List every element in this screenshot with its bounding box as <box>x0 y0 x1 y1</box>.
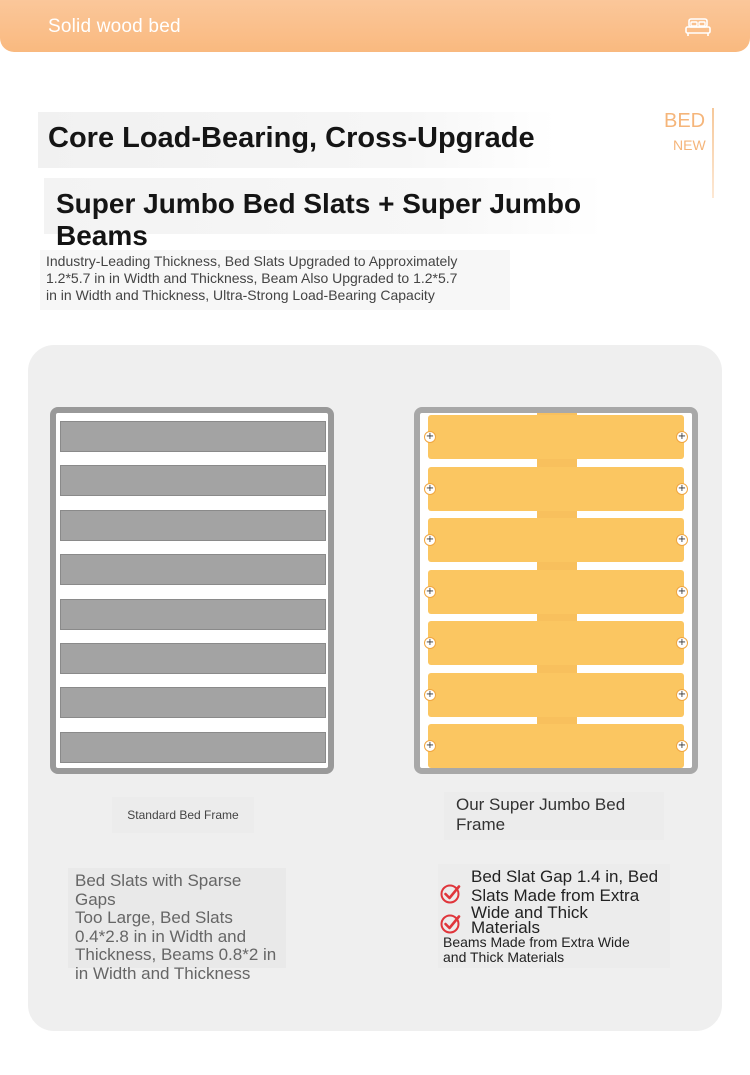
bolt-icon: + <box>676 431 688 443</box>
super-jumbo-bed-slat <box>428 569 684 614</box>
standard-desc-line-4: Thickness, Beams 0.8*2 in <box>75 945 277 964</box>
bolt-icon: + <box>676 534 688 546</box>
badge-divider <box>712 108 714 198</box>
headline-line-2: Super Jumbo Bed Slats + Super Jumbo Beam… <box>44 178 604 251</box>
super-jumbo-bed-frame-illustration: + + + + + + + + + + + + + + <box>414 407 698 774</box>
standard-desc-line-3: 0.4*2.8 in in Width and <box>75 926 247 946</box>
description: Industry-Leading Thickness, Bed Slats Up… <box>40 250 510 310</box>
super-jumbo-caption-line-2: Frame <box>456 815 506 834</box>
point-2-line-a: Wide and Thick <box>471 903 588 922</box>
bolt-icon: + <box>676 740 688 752</box>
bolt-icon: + <box>676 637 688 649</box>
standard-desc-line-5: in Width and Thickness <box>75 963 251 983</box>
super-jumbo-frame-caption: Our Super Jumbo Bed Frame <box>444 792 664 840</box>
description-line-2: 1.2*5.7 in in Width and Thickness, Beam … <box>46 270 458 286</box>
bed-icon <box>685 18 711 36</box>
super-jumbo-bed-slat <box>428 672 684 717</box>
check-circle-icon <box>440 884 461 904</box>
standard-bed-slat <box>60 598 326 630</box>
super-jumbo-bed-slat <box>428 724 684 768</box>
super-jumbo-desc-point-1: Bed Slat Gap 1.4 in, Bed Slats Made from… <box>471 867 671 905</box>
super-jumbo-bed-slat <box>428 466 684 511</box>
bolt-icon: + <box>676 482 688 495</box>
super-jumbo-frame-description: Bed Slat Gap 1.4 in, Bed Slats Made from… <box>438 864 670 968</box>
standard-bed-slat <box>60 421 326 452</box>
bolt-icon: + <box>424 534 436 546</box>
bolt-icon: + <box>424 637 436 649</box>
check-circle-icon <box>440 914 461 934</box>
bolt-icon: + <box>676 585 688 598</box>
super-jumbo-desc-point-3: Beams Made from Extra Wide and Thick Mat… <box>443 935 671 965</box>
point-3-line-b: and Thick Materials <box>443 949 565 965</box>
standard-bed-slat <box>60 643 326 674</box>
standard-bed-frame-illustration <box>50 407 334 774</box>
standard-bed-slat <box>60 731 326 763</box>
badge-new-text: NEW <box>673 137 706 153</box>
description-line-3: in in Width and Thickness, Ultra-Strong … <box>46 287 435 303</box>
super-jumbo-caption-line-1: Our Super Jumbo Bed <box>456 795 626 814</box>
bolt-icon: + <box>424 585 436 598</box>
standard-bed-slat <box>60 554 326 586</box>
point-2-line-b: Materials <box>471 918 540 937</box>
header-bar: Solid wood bed <box>0 0 750 52</box>
badge-bed-text: BED <box>664 110 706 132</box>
bolt-icon: + <box>676 688 688 701</box>
bolt-icon: + <box>424 431 436 443</box>
super-jumbo-desc-point-2: Wide and Thick Materials <box>471 903 671 937</box>
point-1-line-a: Bed Slat Gap 1.4 in, Bed <box>471 867 659 886</box>
standard-bed-slat <box>60 687 326 719</box>
standard-frame-description: Bed Slats with Sparse Gaps Too Large, Be… <box>68 868 286 982</box>
super-jumbo-bed-slat <box>428 518 684 562</box>
bolt-icon: + <box>424 688 436 701</box>
super-jumbo-bed-slat <box>428 621 684 665</box>
bed-new-badge: BED NEW <box>664 108 716 200</box>
bolt-icon: + <box>424 482 436 495</box>
standard-desc-line-2: Too Large, Bed Slats <box>75 908 233 927</box>
description-line-1: Industry-Leading Thickness, Bed Slats Up… <box>46 253 458 269</box>
standard-bed-slat <box>60 509 326 541</box>
super-jumbo-bed-slat <box>428 415 684 459</box>
standard-frame-caption: Standard Bed Frame <box>112 797 254 833</box>
standard-desc-line-1: Bed Slats with Sparse Gaps <box>75 871 242 909</box>
standard-bed-slat <box>60 465 326 497</box>
point-3-line-a: Beams Made from Extra Wide <box>443 934 630 950</box>
header-title: Solid wood bed <box>48 16 181 37</box>
bolt-icon: + <box>424 740 436 752</box>
headline-line-1: Core Load-Bearing, Cross-Upgrade <box>38 112 556 168</box>
point-1-line-b: Slats Made from Extra <box>471 886 640 905</box>
